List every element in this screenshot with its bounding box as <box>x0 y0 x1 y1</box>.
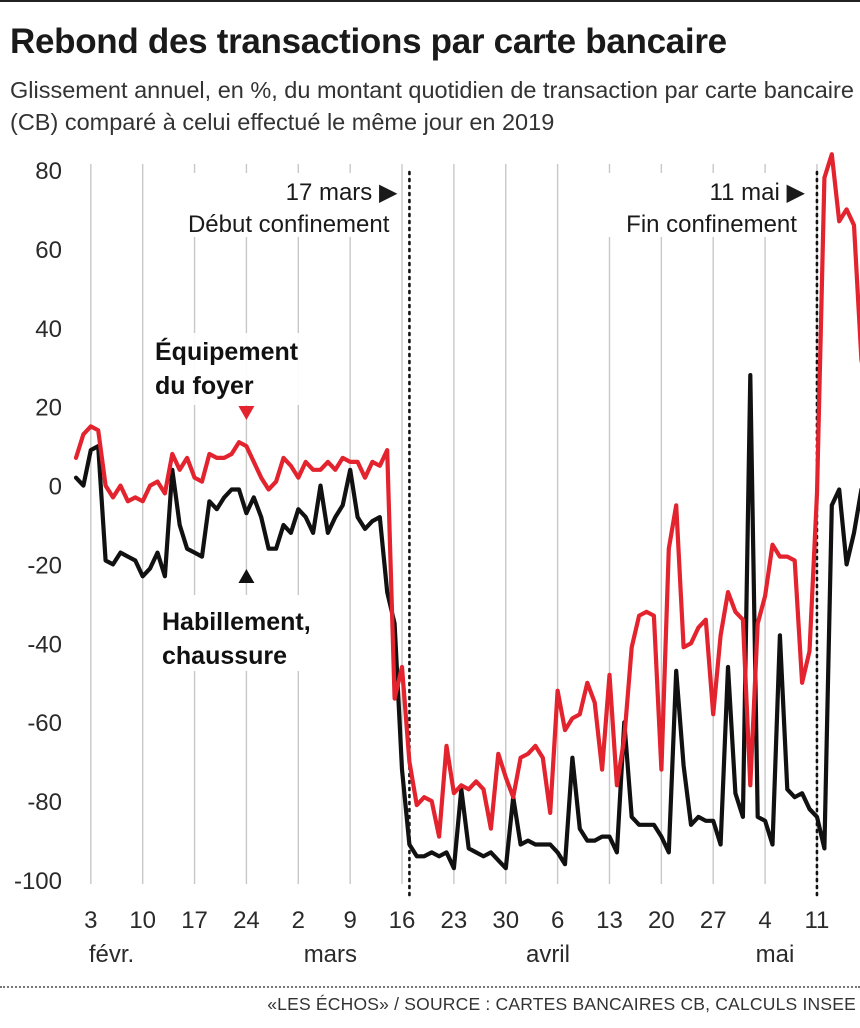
y-tick-label: -100 <box>14 868 62 895</box>
series-label-bg <box>152 595 315 671</box>
x-tick-label: 9 <box>343 907 356 934</box>
y-tick-label: 20 <box>35 395 62 422</box>
x-tick-label: 3 <box>84 907 97 934</box>
event-label-bg <box>559 205 807 237</box>
source-credit: «LES ÉCHOS» / SOURCE : CARTES BANCAIRES … <box>267 994 856 1014</box>
line-chart: 80 60 40 20 0 -20 -40 -60 -80 -100 3 10 17 24 2 9 16 23 30… <box>14 152 860 968</box>
x-tick-label: 27 <box>700 907 727 934</box>
y-tick-label: 60 <box>35 237 62 264</box>
event-date-label: 17 mars ▶ <box>286 179 398 206</box>
x-month-label: avril <box>526 941 570 968</box>
top-rule <box>0 0 860 2</box>
series-label-habillement: Habillement, <box>162 608 311 636</box>
x-tick-label: 23 <box>441 907 468 934</box>
x-tick-label: 4 <box>758 907 771 934</box>
x-tick-label: 30 <box>492 907 519 934</box>
y-tick-label: -60 <box>27 710 62 737</box>
x-tick-label: 2 <box>292 907 305 934</box>
y-tick-label: 40 <box>35 316 62 343</box>
y-tick-label: -80 <box>27 789 62 816</box>
x-tick-label: 24 <box>233 907 260 934</box>
chart-title: Rebond des transactions par carte bancai… <box>10 22 727 61</box>
event-date-label: 11 mai ▶ <box>710 179 806 206</box>
x-tick-label: 6 <box>551 907 564 934</box>
series-marker-up-icon <box>238 569 255 583</box>
x-tick-label: 13 <box>596 907 623 934</box>
event-label-bg <box>599 173 807 205</box>
chart-subtitle: Glissement annuel, en %, du montant quot… <box>10 77 854 135</box>
source-divider <box>0 986 860 988</box>
event-label-bg <box>152 205 400 237</box>
series-line-equipement-foyer <box>73 152 860 839</box>
series-label-equipement: du foyer <box>155 372 254 400</box>
series-line-habillement-chaussure <box>73 373 860 871</box>
y-tick-label: -20 <box>27 552 62 579</box>
x-tick-label: 17 <box>181 907 208 934</box>
x-month-label: févr. <box>89 941 134 968</box>
series-label-bg <box>148 333 316 405</box>
event-name-label: Début confinement <box>188 211 390 238</box>
y-tick-label: 0 <box>49 474 62 501</box>
x-tick-label: 16 <box>389 907 416 934</box>
x-month-label: mars <box>304 941 357 968</box>
y-tick-label: 80 <box>35 158 62 185</box>
series-label-equipement: Équipement <box>155 337 299 366</box>
x-tick-label: 11 <box>804 907 829 934</box>
x-month-label: mai <box>756 941 795 968</box>
series-label-habillement: chaussure <box>162 642 287 670</box>
x-tick-label: 20 <box>648 907 675 934</box>
x-tick-label: 10 <box>129 907 156 934</box>
event-label-bg <box>192 173 400 205</box>
y-tick-label: -40 <box>27 631 62 658</box>
series-marker-down-icon <box>238 406 255 420</box>
event-name-label: Fin confinement <box>626 211 797 238</box>
